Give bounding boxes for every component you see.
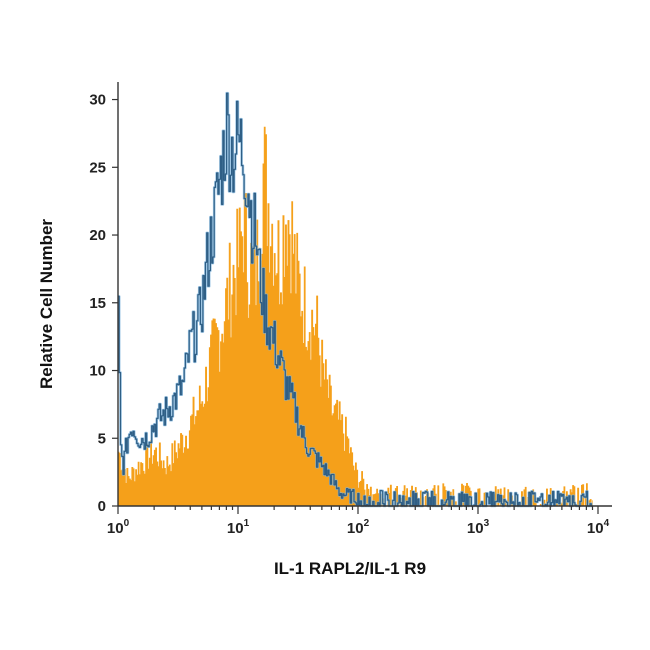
y-axis-title: Relative Cell Number (37, 219, 56, 389)
y-tick-label: 5 (98, 430, 106, 447)
y-tick-label: 20 (89, 227, 106, 244)
x-tick-label: 104 (587, 518, 610, 537)
x-tick-base: 10 (467, 520, 484, 537)
y-tick-label: 25 (89, 159, 106, 176)
x-tick-base: 10 (227, 520, 244, 537)
series-filled-histogram (117, 126, 593, 507)
series-outline-histogram (118, 92, 593, 507)
y-tick-label: 0 (98, 498, 106, 515)
plot-series (117, 91, 593, 508)
y-axis-ticks: 0 5 10 15 20 25 30 (89, 92, 118, 515)
x-tick-label: 100 (107, 518, 130, 537)
x-axis-title: IL-1 RAPL2/IL-1 R9 (274, 559, 426, 578)
x-tick-exponent: 4 (604, 518, 610, 529)
x-tick-exponent: 1 (244, 518, 250, 529)
x-tick-label: 102 (347, 518, 370, 537)
y-tick-label: 30 (89, 92, 106, 109)
x-tick-base: 10 (347, 520, 364, 537)
x-tick-base: 10 (107, 520, 124, 537)
y-tick-label: 15 (89, 295, 106, 312)
x-tick-label: 103 (467, 518, 490, 537)
y-tick-label: 10 (89, 363, 106, 380)
x-tick-exponent: 3 (484, 518, 490, 529)
x-tick-base: 10 (587, 520, 604, 537)
x-tick-label: 101 (227, 518, 250, 537)
x-axis-ticks: 100 101 102 103 104 (107, 506, 610, 537)
x-tick-exponent: 0 (124, 518, 130, 529)
x-tick-exponent: 2 (364, 518, 370, 529)
